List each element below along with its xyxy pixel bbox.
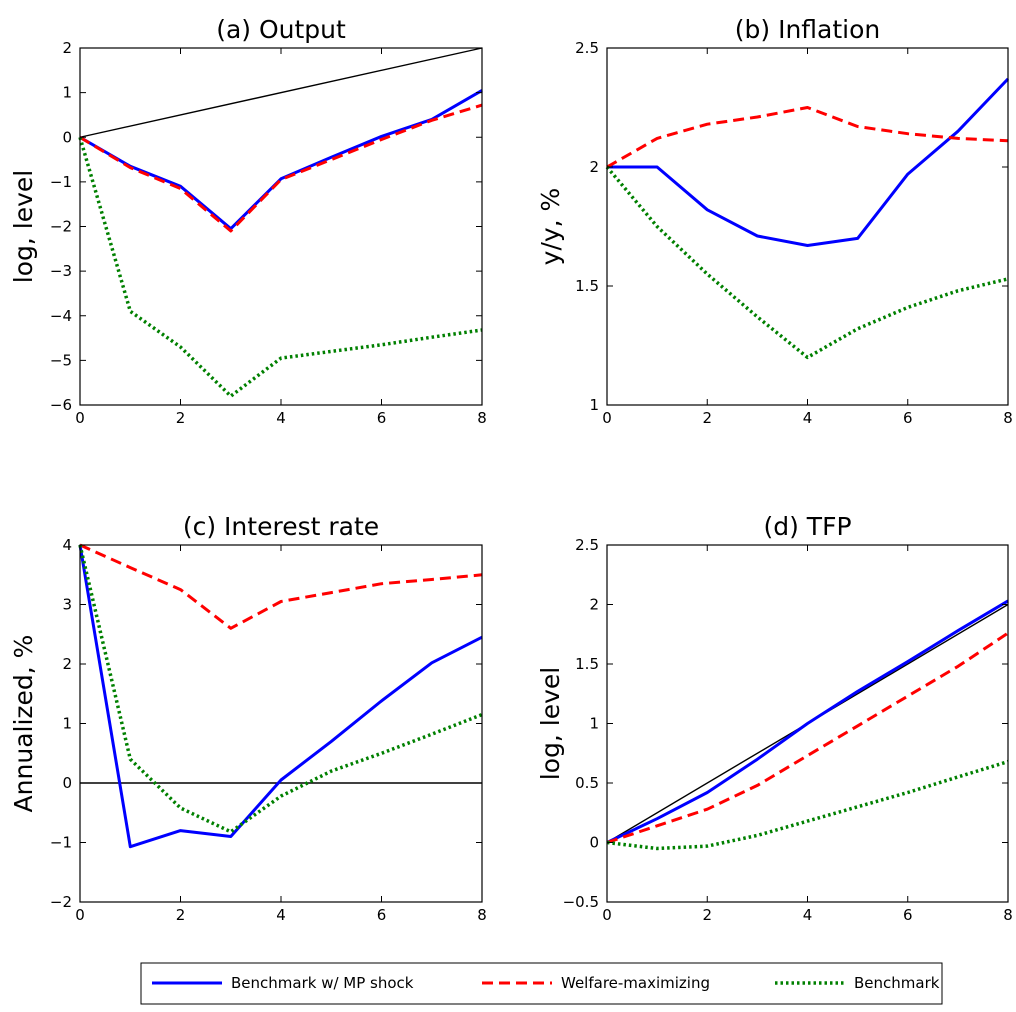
- plot-frame: [79, 47, 483, 406]
- panel-title: (d) TFP: [763, 512, 851, 541]
- y-tick-label: 1.5: [575, 277, 599, 295]
- y-axis-label: y/y, %: [536, 188, 565, 266]
- y-tick-label: −1: [50, 834, 72, 852]
- x-tick-label: 0: [602, 409, 612, 427]
- plot-frame: [606, 47, 1009, 406]
- chart-panel-3: (c) Interest rate Annualized, % 0 2 4 6 8 −2 −1 0…: [9, 512, 487, 924]
- x-tick-label: 0: [602, 906, 612, 924]
- y-tick-label: 3: [62, 596, 72, 614]
- series-line-blue: [607, 77, 1010, 247]
- x-tick-label: 4: [803, 409, 813, 427]
- series-line-green: [78, 544, 483, 834]
- y-tick-label: −4: [50, 307, 72, 325]
- x-tick-label: 2: [702, 906, 712, 924]
- x-tick-label: 8: [477, 906, 487, 924]
- y-tick-label: 0.5: [575, 774, 599, 792]
- series-line-blue: [79, 89, 483, 231]
- x-tick-label: 6: [903, 409, 913, 427]
- y-tick-label: −6: [50, 396, 72, 414]
- x-tick-label: 6: [377, 409, 387, 427]
- series-line-green: [78, 136, 483, 398]
- series-line-red: [606, 106, 1009, 169]
- x-tick-label: 4: [276, 906, 286, 924]
- legend-label-red: Welfare-maximizing: [561, 974, 710, 992]
- legend-label-blue: Benchmark w/ MP shock: [231, 974, 414, 992]
- series-line-green: [605, 165, 1009, 360]
- x-tick-label: 6: [903, 906, 913, 924]
- reference-line: [79, 47, 483, 138]
- y-tick-label: 2: [62, 655, 72, 673]
- x-tick-label: 0: [75, 409, 85, 427]
- y-tick-label: 1: [589, 396, 599, 414]
- chart-panel-2: (b) Inflation y/y, % 0 2 4 6 8 1 1.5 2 2.5: [536, 15, 1013, 427]
- plot-frame: [79, 544, 483, 903]
- panel-title: (a) Output: [216, 15, 346, 44]
- y-tick-label: −2: [50, 218, 72, 236]
- y-tick-label: 0: [62, 128, 72, 146]
- y-tick-label: 0: [62, 774, 72, 792]
- y-tick-label: 2: [589, 158, 599, 176]
- y-axis-label: Annualized, %: [9, 635, 38, 813]
- y-tick-label: −3: [50, 262, 72, 280]
- x-tick-label: 4: [276, 409, 286, 427]
- series-line-blue: [606, 599, 1009, 844]
- y-tick-label: −0.5: [563, 893, 599, 911]
- x-tick-label: 2: [176, 409, 186, 427]
- y-tick-label: 1: [62, 84, 72, 102]
- series-line-red: [79, 103, 483, 233]
- y-tick-label: 2: [62, 39, 72, 57]
- series-line-green: [606, 759, 1009, 851]
- x-tick-label: 8: [1003, 906, 1013, 924]
- x-tick-label: 8: [477, 409, 487, 427]
- legend-label-green: Benchmark: [854, 974, 940, 992]
- x-tick-label: 4: [803, 906, 813, 924]
- x-tick-label: 6: [377, 906, 387, 924]
- y-tick-label: 2: [589, 596, 599, 614]
- y-tick-label: 2.5: [575, 39, 599, 57]
- x-tick-label: 2: [176, 906, 186, 924]
- series-line-red: [606, 631, 1009, 844]
- y-tick-label: 1: [589, 715, 599, 733]
- y-tick-label: 1: [62, 715, 72, 733]
- x-tick-label: 0: [75, 906, 85, 924]
- series-line-red: [79, 543, 483, 630]
- x-tick-label: 8: [1003, 409, 1013, 427]
- x-tick-label: 2: [702, 409, 712, 427]
- y-axis-label: log, level: [536, 667, 565, 780]
- panel-title: (b) Inflation: [735, 15, 881, 44]
- legend: Benchmark w/ MP shock Welfare-maximizing B…: [140, 962, 943, 1005]
- y-tick-label: 4: [62, 536, 72, 554]
- y-tick-label: −2: [50, 893, 72, 911]
- chart-panel-1: (a) Output log, level 0 2 4 6 8 −6 −5 −4 −3 −2 −1 0 1 2: [9, 15, 487, 427]
- y-tick-label: 1.5: [575, 655, 599, 673]
- y-axis-label: log, level: [9, 170, 38, 283]
- series-line-blue: [78, 544, 483, 849]
- y-tick-label: 0: [589, 834, 599, 852]
- y-tick-label: 2.5: [575, 536, 599, 554]
- y-tick-label: −1: [50, 173, 72, 191]
- panel-title: (c) Interest rate: [183, 512, 379, 541]
- y-tick-label: −5: [50, 351, 72, 369]
